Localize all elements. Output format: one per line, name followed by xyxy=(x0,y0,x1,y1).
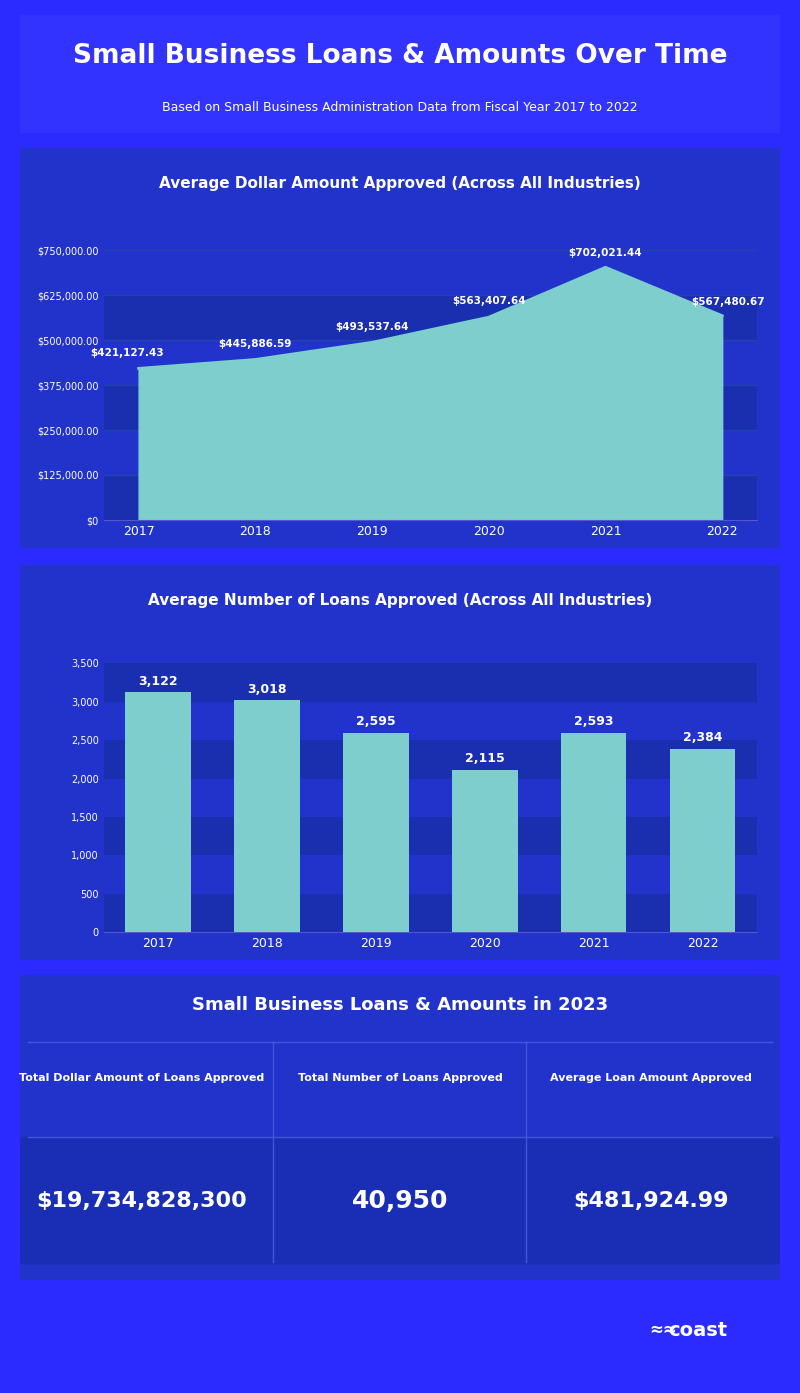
Bar xyxy=(104,475,757,520)
Bar xyxy=(452,770,518,932)
Bar xyxy=(104,295,757,340)
Text: Average Loan Amount Approved: Average Loan Amount Approved xyxy=(550,1073,752,1082)
Text: 2,115: 2,115 xyxy=(465,752,505,765)
Bar xyxy=(234,701,300,932)
Bar xyxy=(104,663,757,702)
Text: Average Dollar Amount Approved (Across All Industries): Average Dollar Amount Approved (Across A… xyxy=(159,176,641,191)
Bar xyxy=(104,702,757,740)
Text: $445,886.59: $445,886.59 xyxy=(218,338,292,348)
Text: $702,021.44: $702,021.44 xyxy=(569,248,642,258)
Text: Total Number of Loans Approved: Total Number of Loans Approved xyxy=(298,1073,502,1082)
Text: 3,018: 3,018 xyxy=(247,683,286,695)
FancyBboxPatch shape xyxy=(5,557,795,968)
Bar xyxy=(104,818,757,855)
Text: 40,950: 40,950 xyxy=(352,1188,448,1213)
Bar xyxy=(104,779,757,818)
Bar xyxy=(561,733,626,932)
Text: $493,537.64: $493,537.64 xyxy=(335,322,409,332)
Bar xyxy=(126,692,190,932)
Text: 2,595: 2,595 xyxy=(356,715,396,729)
FancyBboxPatch shape xyxy=(5,141,795,556)
FancyBboxPatch shape xyxy=(20,1137,780,1265)
Bar xyxy=(104,740,757,779)
Text: 2,384: 2,384 xyxy=(683,731,722,744)
Text: Total Dollar Amount of Loans Approved: Total Dollar Amount of Loans Approved xyxy=(19,1073,264,1082)
Bar xyxy=(104,384,757,430)
Bar xyxy=(104,430,757,475)
Text: ≈≈: ≈≈ xyxy=(650,1321,678,1339)
Text: $421,127.43: $421,127.43 xyxy=(90,348,164,358)
Text: $563,407.64: $563,407.64 xyxy=(452,297,526,306)
Bar xyxy=(104,894,757,932)
Text: Average Number of Loans Approved (Across All Industries): Average Number of Loans Approved (Across… xyxy=(148,592,652,607)
Text: Small Business Loans & Amounts in 2023: Small Business Loans & Amounts in 2023 xyxy=(192,996,608,1014)
Text: 2,593: 2,593 xyxy=(574,716,614,729)
Text: Small Business Loans & Amounts Over Time: Small Business Loans & Amounts Over Time xyxy=(73,43,727,70)
Text: coast: coast xyxy=(668,1321,727,1340)
Bar xyxy=(670,749,735,932)
Text: $19,734,828,300: $19,734,828,300 xyxy=(36,1191,247,1211)
Bar xyxy=(104,855,757,894)
Bar xyxy=(343,733,409,932)
Bar xyxy=(104,249,757,295)
Text: $481,924.99: $481,924.99 xyxy=(573,1191,729,1211)
Text: $567,480.67: $567,480.67 xyxy=(691,297,765,306)
Bar xyxy=(104,340,757,384)
FancyBboxPatch shape xyxy=(5,970,795,1286)
Text: 3,122: 3,122 xyxy=(138,674,178,688)
Text: Based on Small Business Administration Data from Fiscal Year 2017 to 2022: Based on Small Business Administration D… xyxy=(162,100,638,114)
FancyBboxPatch shape xyxy=(0,11,800,137)
